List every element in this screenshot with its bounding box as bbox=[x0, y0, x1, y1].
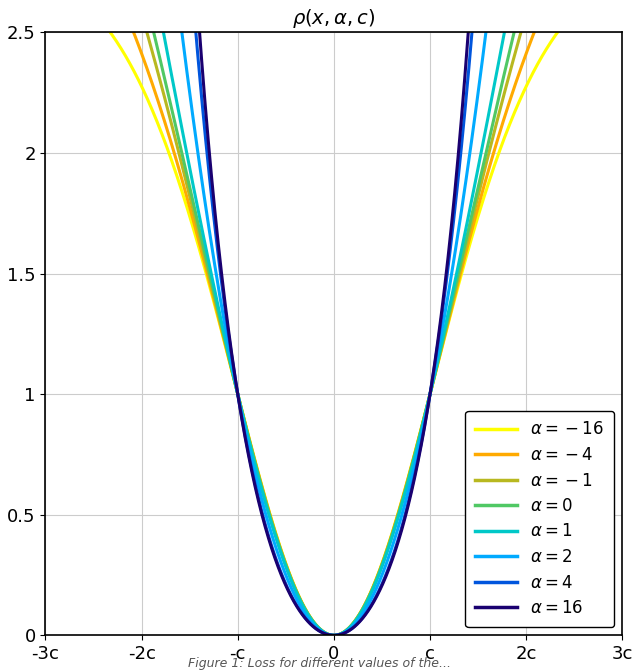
Title: $\rho(x, \alpha, c)$: $\rho(x, \alpha, c)$ bbox=[292, 7, 376, 30]
Legend: $\alpha = -16$, $\alpha = -4$, $\alpha = -1$, $\alpha = 0$, $\alpha = 1$, $\alph: $\alpha = -16$, $\alpha = -4$, $\alpha =… bbox=[465, 411, 614, 627]
Text: Figure 1: Loss for different values of the...: Figure 1: Loss for different values of t… bbox=[189, 657, 451, 669]
